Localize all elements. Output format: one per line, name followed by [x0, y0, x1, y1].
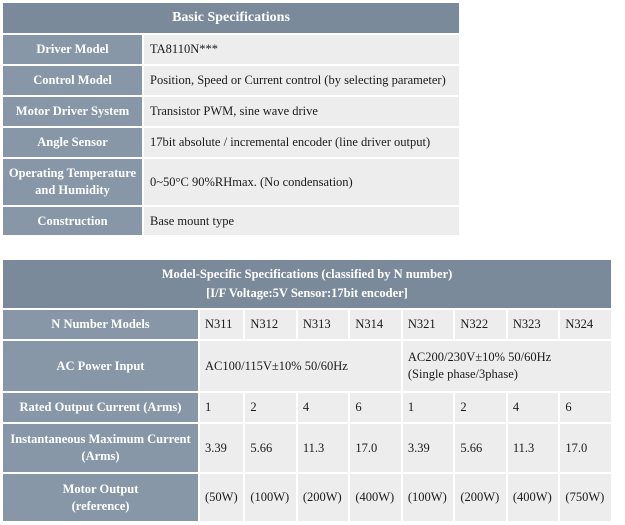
model-cell: N323: [507, 310, 559, 339]
table-row: Angle Sensor 17bit absolute / incrementa…: [3, 128, 459, 157]
table-row: Driver Model TA8110N***: [3, 35, 459, 64]
rated-cell: 6: [560, 393, 611, 422]
row-value: Transistor PWM, sine wave drive: [144, 97, 459, 126]
inst-cell: 5.66: [245, 424, 296, 472]
model-cell: N324: [560, 310, 611, 339]
inst-cell: 11.3: [507, 424, 559, 472]
row-value: Position, Speed or Current control (by s…: [144, 66, 459, 95]
model-specifications-title: Model-Specific Specifications (classifie…: [3, 260, 611, 308]
table-row: Operating Temperature and Humidity 0~50°…: [3, 159, 459, 205]
row-label: N Number Models: [3, 310, 198, 339]
row-label-line: Operating Temperature: [8, 166, 137, 180]
row-label: Angle Sensor: [3, 128, 142, 157]
model-cell: N313: [297, 310, 349, 339]
rated-cell: 4: [297, 393, 349, 422]
inst-cell: 17.0: [560, 424, 611, 472]
rated-cell: 4: [507, 393, 559, 422]
motor-cell: (100W): [245, 474, 296, 521]
model-cell: N311: [200, 310, 244, 339]
row-label: Motor Driver System: [3, 97, 142, 126]
inst-cell: 5.66: [455, 424, 506, 472]
rated-cell: 6: [350, 393, 401, 422]
motor-cell: (100W): [402, 474, 454, 521]
row-label-line: and Humidity: [35, 183, 110, 197]
inst-cell: 3.39: [402, 424, 454, 472]
table-row: Construction Base mount type: [3, 207, 459, 235]
row-label-line: Motor Output: [62, 481, 139, 496]
rated-cell: 2: [455, 393, 506, 422]
table-row: Motor Driver System Transistor PWM, sine…: [3, 97, 459, 126]
row-value: TA8110N***: [144, 35, 459, 64]
title-line: Model-Specific Specifications (classifie…: [161, 267, 453, 281]
row-label: Control Model: [3, 66, 142, 95]
motor-cell: (400W): [350, 474, 401, 521]
table-row: AC Power Input AC100/115V±10% 50/60Hz AC…: [3, 341, 611, 391]
table-row: Motor Output (reference) (50W) (100W) (2…: [3, 474, 611, 521]
model-cell: N321: [402, 310, 454, 339]
ac-input-group-1: AC100/115V±10% 50/60Hz: [200, 341, 401, 391]
model-cell: N312: [245, 310, 296, 339]
rated-cell: 1: [402, 393, 454, 422]
table-row: Rated Output Current (Arms) 1 2 4 6 1 2 …: [3, 393, 611, 422]
table-row: N Number Models N311 N312 N313 N314 N321…: [3, 310, 611, 339]
row-label-line: Instantaneous Maximum Current: [10, 432, 191, 446]
ac-input-group-2: AC200/230V±10% 50/60Hz (Single phase/3ph…: [402, 341, 611, 391]
title-line: [I/F Voltage:5V Sensor:17bit encoder]: [206, 286, 408, 300]
motor-cell: (50W): [200, 474, 244, 521]
motor-cell: (750W): [560, 474, 611, 521]
inst-cell: 17.0: [350, 424, 401, 472]
row-label: Construction: [3, 207, 142, 235]
row-label: Rated Output Current (Arms): [3, 393, 198, 422]
ac-input-line: (Single phase/3phase): [407, 367, 518, 381]
row-label-line: (Arms): [81, 449, 120, 463]
table-row: Control Model Position, Speed or Current…: [3, 66, 459, 95]
row-value: 0~50°C 90%RHmax. (No condensation): [144, 159, 459, 205]
row-label: Motor Output (reference): [3, 474, 198, 521]
row-value: 17bit absolute / incremental encoder (li…: [144, 128, 459, 157]
model-cell: N322: [455, 310, 506, 339]
rated-cell: 2: [245, 393, 296, 422]
inst-cell: 3.39: [200, 424, 244, 472]
motor-cell: (200W): [297, 474, 349, 521]
rated-cell: 1: [200, 393, 244, 422]
motor-cell: (200W): [455, 474, 506, 521]
row-value: Base mount type: [144, 207, 459, 235]
row-label: Driver Model: [3, 35, 142, 64]
row-label: AC Power Input: [3, 341, 198, 391]
model-cell: N314: [350, 310, 401, 339]
row-label: Instantaneous Maximum Current (Arms): [3, 424, 198, 472]
table-row: Instantaneous Maximum Current (Arms) 3.3…: [3, 424, 611, 472]
inst-cell: 11.3: [297, 424, 349, 472]
basic-specifications-title: Basic Specifications: [3, 3, 459, 33]
ac-input-line: AC200/230V±10% 50/60Hz: [407, 350, 552, 364]
row-label: Operating Temperature and Humidity: [3, 159, 142, 205]
motor-cell: (400W): [507, 474, 559, 521]
row-label-line: (reference): [71, 498, 130, 513]
basic-specifications-table: Basic Specifications Driver Model TA8110…: [1, 1, 461, 237]
model-specifications-table: Model-Specific Specifications (classifie…: [1, 258, 613, 523]
